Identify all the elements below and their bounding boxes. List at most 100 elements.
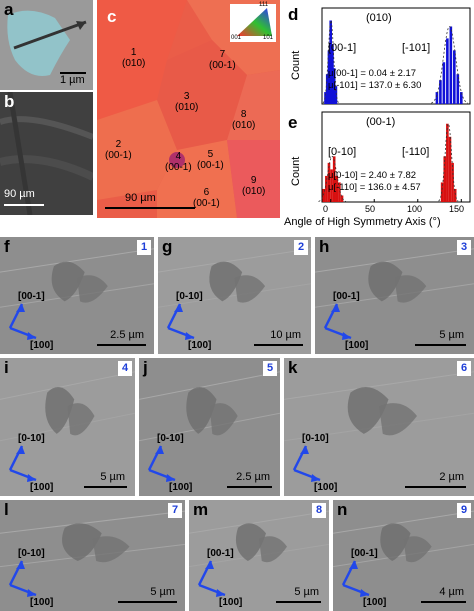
- histogram-bar: [443, 156, 447, 202]
- scale-bar: [84, 486, 127, 488]
- histogram-svg: [318, 7, 471, 203]
- histogram-bar: [446, 123, 449, 202]
- stat-mu1-d: μ[00-1] = 0.04 ± 2.17: [328, 68, 417, 79]
- grain-number-badge: 7: [168, 503, 182, 518]
- direction-label-2: [100]: [188, 340, 212, 351]
- panel-letter: l: [4, 500, 9, 519]
- ipf-label-001: 001: [231, 35, 242, 41]
- panel-letter: a: [4, 0, 14, 19]
- scale-bar: [97, 344, 146, 346]
- histogram-bar: [439, 80, 442, 104]
- sem-panel-i: i 4 [0-10] [100] 5 µm: [0, 358, 135, 496]
- fit-curve: [318, 156, 347, 202]
- histogram-bar: [456, 74, 460, 104]
- histogram-bar: [329, 20, 333, 104]
- sem-panel-m: m 8 [00-1] [100] 5 µm: [189, 500, 329, 611]
- histogram-bar: [448, 136, 452, 202]
- direction-label-1: [0-10]: [176, 291, 203, 302]
- grain-number-badge: 4: [118, 361, 132, 376]
- scale-bar: [405, 486, 466, 488]
- grain-number-badge: 1: [137, 240, 151, 255]
- direction-label-1: [0-10]: [18, 433, 45, 444]
- grain-number-badge: 5: [263, 361, 277, 376]
- histogram-bar: [332, 156, 336, 202]
- x-tick-label: 100: [407, 204, 423, 214]
- direction-label-1: [00-1]: [18, 291, 45, 302]
- plane-label-e: (00-1): [366, 116, 396, 128]
- scale-label: 2 µm: [439, 471, 464, 483]
- direction-label-2: [100]: [219, 597, 243, 608]
- x-axis-label: Angle of High Symmetry Axis (°): [284, 216, 441, 228]
- panel-letter: n: [337, 500, 348, 519]
- x-tick-label: 150: [449, 204, 465, 214]
- grain-label: 3 (010): [175, 91, 199, 113]
- histogram-bar: [459, 92, 463, 104]
- histogram-bar: [449, 26, 453, 104]
- y-axis-label-e: Count: [290, 156, 302, 186]
- panel-b: b 90 µm: [0, 92, 93, 215]
- dir-label-right-d: [-101]: [402, 42, 431, 54]
- panel-letter: j: [143, 358, 148, 377]
- x-tick-label: 0: [323, 204, 329, 214]
- direction-label-2: [100]: [345, 340, 369, 351]
- grain-number-badge: 8: [312, 503, 326, 518]
- grain-number-badge: 9: [457, 503, 471, 518]
- stat-mu1-e: μ[0-10] = 2.40 ± 7.82: [328, 170, 417, 181]
- direction-label-1: [00-1]: [207, 548, 234, 559]
- panel-letter: f: [4, 237, 10, 256]
- sem-texture: [315, 237, 474, 354]
- sem-panel-k: k 6 [0-10] [100] 2 µm: [284, 358, 474, 496]
- histogram-bar: [325, 175, 328, 202]
- scale-label: 5 µm: [150, 586, 175, 598]
- grain-label: 9 (010): [242, 175, 266, 197]
- sem-texture: [0, 237, 154, 354]
- panel-letter: m: [193, 500, 209, 519]
- sem-panel-g: g 2 [0-10] [100] 10 µm: [158, 237, 311, 354]
- grain-number-badge: 2: [294, 240, 308, 255]
- histogram-bar: [330, 169, 333, 202]
- direction-label-2: [100]: [314, 482, 338, 493]
- direction-label-1: [0-10]: [18, 548, 45, 559]
- grain-number-badge: 6: [457, 361, 471, 376]
- histogram-panels: d (010) [00-1] [-101] μ[00-1] = 0.04 ± 2…: [284, 0, 474, 232]
- scale-bar: [4, 204, 44, 206]
- direction-label-1: [0-10]: [302, 433, 329, 444]
- histogram-bar: [442, 62, 446, 104]
- histogram-bar: [327, 162, 331, 202]
- sem-panel-f: f 1 [00-1] [100] 2.5 µm: [0, 237, 154, 354]
- scale-label: 90 µm: [125, 192, 156, 204]
- grain-label: 6 (00-1): [193, 187, 220, 209]
- crystal-outline: [7, 10, 70, 76]
- scale-label: 5 µm: [439, 329, 464, 341]
- histogram-bar: [453, 50, 456, 104]
- stat-mu2-d: μ[-101] = 137.0 ± 6.30: [328, 80, 422, 91]
- direction-label-1: [00-1]: [351, 548, 378, 559]
- scale-bar: [415, 344, 466, 346]
- direction-label-2: [100]: [30, 340, 54, 351]
- x-tick-label: 50: [365, 204, 376, 214]
- panel-letter: k: [288, 358, 298, 377]
- scale-bar: [118, 601, 177, 603]
- panel-letter: h: [319, 237, 330, 256]
- scale-label: 10 µm: [270, 329, 301, 341]
- panel-a: a 1 µm: [0, 0, 93, 90]
- dir-label-right-e: [-110]: [402, 146, 430, 158]
- scale-bar: [421, 601, 466, 603]
- grain-label: 1 (010): [122, 47, 146, 69]
- sem-panel-h: h 3 [00-1] [100] 5 µm: [315, 237, 474, 354]
- grain-label: 8 (010): [232, 109, 256, 131]
- sem-texture: [139, 358, 280, 496]
- histogram-bar: [446, 38, 449, 104]
- panel-letter-d: d: [288, 5, 299, 24]
- grain-label: 5 (00-1): [197, 149, 224, 171]
- scale-label: 2.5 µm: [110, 329, 144, 341]
- panel-letter: b: [4, 92, 15, 111]
- histogram-frame-d: [321, 7, 471, 105]
- plane-label-d: (010): [366, 12, 392, 24]
- sem-texture: [284, 358, 474, 496]
- ebsd-map: [97, 0, 280, 218]
- panel-letter-e: e: [288, 113, 298, 132]
- histogram-bar: [453, 188, 457, 202]
- histogram-bar: [338, 182, 341, 202]
- axis-arrow: [13, 20, 87, 50]
